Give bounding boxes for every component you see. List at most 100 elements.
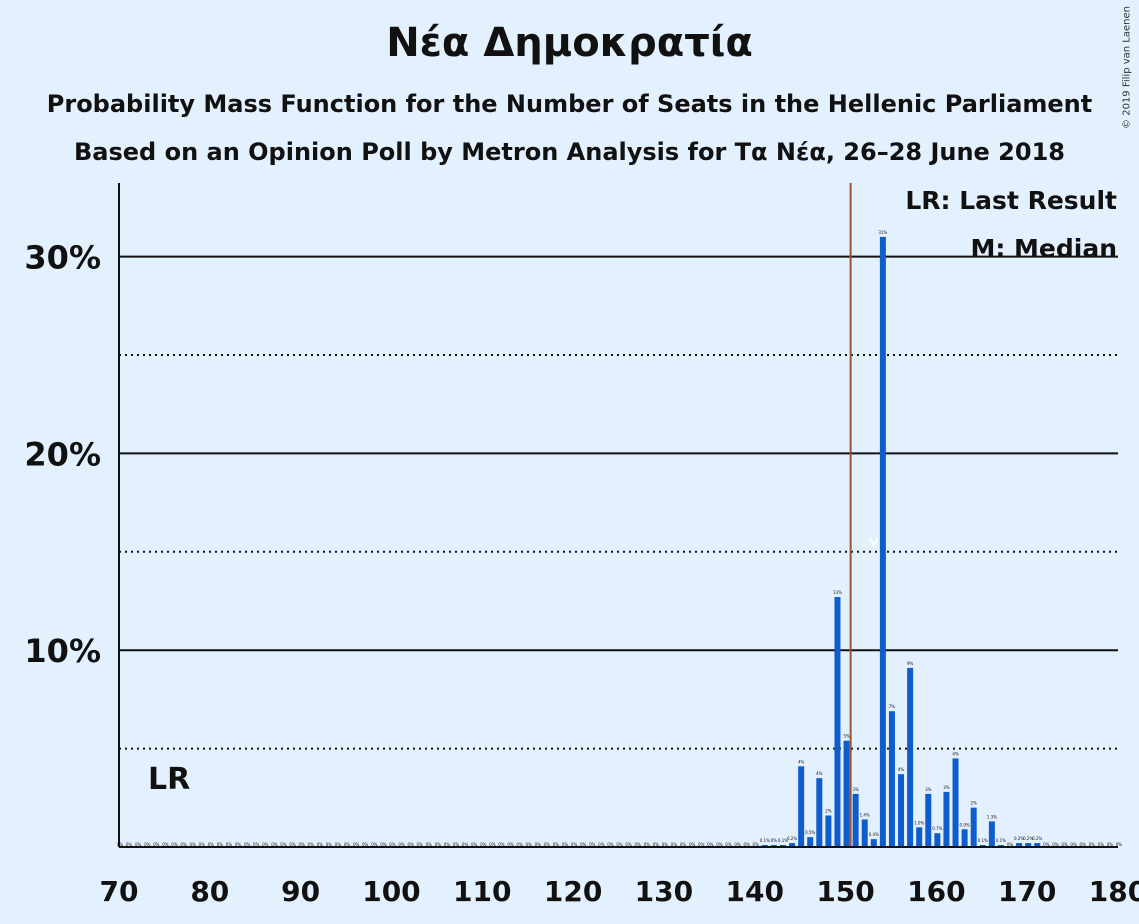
bar-data-label: 0% bbox=[117, 842, 124, 847]
lr-label: LR bbox=[148, 762, 190, 797]
bar-data-label: 0% bbox=[135, 842, 142, 847]
bar-data-label: 31% bbox=[878, 230, 887, 235]
bar-data-label: 0% bbox=[371, 842, 378, 847]
bar-data-label: 0% bbox=[598, 842, 605, 847]
bar bbox=[798, 766, 805, 847]
grid-lines bbox=[119, 255, 1118, 750]
bar bbox=[888, 711, 895, 847]
bar-data-label: 0% bbox=[607, 842, 614, 847]
bar-data-label: 4% bbox=[816, 771, 823, 776]
bar bbox=[898, 774, 905, 847]
bar-data-label: 0% bbox=[580, 842, 587, 847]
x-tick-label: 110 bbox=[453, 875, 511, 908]
bar-data-label: 0% bbox=[326, 842, 333, 847]
bar-data-label: 0% bbox=[707, 842, 714, 847]
bar-data-label: 0% bbox=[1043, 842, 1050, 847]
bar-data-label: 0% bbox=[634, 842, 641, 847]
bar-data-label: 13% bbox=[833, 590, 842, 595]
bar-data-label: 0% bbox=[535, 842, 542, 847]
bar-data-label: 0% bbox=[344, 842, 351, 847]
bar-data-label: 1.4% bbox=[860, 812, 870, 817]
bar-data-label: 0% bbox=[144, 842, 151, 847]
bar-data-label: 0% bbox=[689, 842, 696, 847]
bar-data-label: 0% bbox=[226, 842, 233, 847]
bar-data-label: 0% bbox=[644, 842, 651, 847]
bar-data-label: 0% bbox=[426, 842, 433, 847]
bar-data-label: 0% bbox=[716, 842, 723, 847]
bar-data-label: 0% bbox=[199, 842, 206, 847]
bar-data-label: 0% bbox=[507, 842, 514, 847]
bar bbox=[988, 821, 995, 847]
bar-data-label: 0% bbox=[353, 842, 360, 847]
bar bbox=[1016, 843, 1023, 847]
bar-data-label: 4% bbox=[798, 759, 805, 764]
bar-data-label: 0% bbox=[1116, 842, 1123, 847]
bar-data-label: 0% bbox=[753, 842, 760, 847]
bar-data-label: 0% bbox=[153, 842, 160, 847]
bar bbox=[870, 839, 877, 847]
bar-data-label: 0% bbox=[671, 842, 678, 847]
bar-data-label: 0% bbox=[526, 842, 533, 847]
bar bbox=[952, 758, 959, 847]
bar-data-label: 7% bbox=[889, 704, 896, 709]
bar-data-label: 2% bbox=[971, 801, 978, 806]
bar-data-label: 0% bbox=[498, 842, 505, 847]
x-tick-label: 160 bbox=[907, 875, 965, 908]
x-tick-label: 70 bbox=[100, 875, 139, 908]
bar-data-label: 0% bbox=[771, 838, 778, 843]
bar-data-label: 0% bbox=[298, 842, 305, 847]
bar-data-label: 3% bbox=[852, 787, 859, 792]
bar-data-label: 0% bbox=[317, 842, 324, 847]
x-tick-label: 130 bbox=[635, 875, 693, 908]
bar bbox=[879, 236, 886, 848]
bar-data-label: 0.1% bbox=[760, 838, 770, 843]
x-tick-label: 170 bbox=[998, 875, 1056, 908]
bar-data-label: 9% bbox=[907, 661, 914, 666]
bar-data-label: 0% bbox=[616, 842, 623, 847]
x-tick-label: 150 bbox=[816, 875, 874, 908]
bar-data-label: 0% bbox=[662, 842, 669, 847]
legend-last-result: LR: Last Result bbox=[905, 186, 1117, 215]
bar-data-label: 0% bbox=[180, 842, 187, 847]
bar-data-label: 0.1% bbox=[978, 838, 988, 843]
bar bbox=[970, 807, 977, 847]
legend-median: M: Median bbox=[970, 234, 1117, 263]
bar bbox=[816, 778, 823, 847]
bar-data-label: 0% bbox=[1089, 842, 1096, 847]
bar-data-label: 0% bbox=[271, 842, 278, 847]
bar-data-label: 0% bbox=[335, 842, 342, 847]
bar-data-label: 0% bbox=[444, 842, 451, 847]
bar-data-label: 5% bbox=[843, 734, 850, 739]
bar-data-label: 0% bbox=[698, 842, 705, 847]
bar-data-label: 0% bbox=[280, 842, 287, 847]
bar-data-label: 0% bbox=[253, 842, 260, 847]
bar-data-label: 0% bbox=[435, 842, 442, 847]
bar bbox=[834, 597, 841, 847]
bar-data-label: 1.0% bbox=[914, 820, 924, 825]
bar bbox=[934, 833, 941, 847]
chart-subtitle-1: Probability Mass Function for the Number… bbox=[46, 90, 1093, 118]
bars: 0% 0% 0% 0% 0% 0% 0% 0% 0% 0% 0% 0% 0% 0% 0% 0% 0% 0% 0% 0%… bbox=[117, 230, 1123, 848]
bar-data-label: 0% bbox=[235, 842, 242, 847]
bar-data-label: 0% bbox=[289, 842, 296, 847]
bar-data-label: 0% bbox=[480, 842, 487, 847]
bar-data-label: 0% bbox=[725, 842, 732, 847]
bar-data-label: 0% bbox=[1061, 842, 1068, 847]
bar-data-label: 0.2% bbox=[1023, 836, 1033, 841]
bar bbox=[907, 667, 914, 847]
bar-data-label: 0.2% bbox=[787, 836, 797, 841]
bar-data-label: 0% bbox=[553, 842, 560, 847]
bar-data-label: 0% bbox=[262, 842, 269, 847]
bar-data-label: 0% bbox=[1052, 842, 1059, 847]
bar-data-label: 0% bbox=[380, 842, 387, 847]
bar-data-label: 0.2% bbox=[1032, 836, 1042, 841]
bar-data-label: 0% bbox=[571, 842, 578, 847]
bar-data-label: 0% bbox=[1098, 842, 1105, 847]
x-tick-label: 180 bbox=[1089, 875, 1139, 908]
bar-data-label: 0% bbox=[1079, 842, 1086, 847]
bar-data-label: 0% bbox=[489, 842, 496, 847]
bar-data-label: 3% bbox=[925, 787, 932, 792]
y-tick-label: 30% bbox=[24, 239, 101, 277]
bar-data-label: 0.1% bbox=[996, 838, 1006, 843]
